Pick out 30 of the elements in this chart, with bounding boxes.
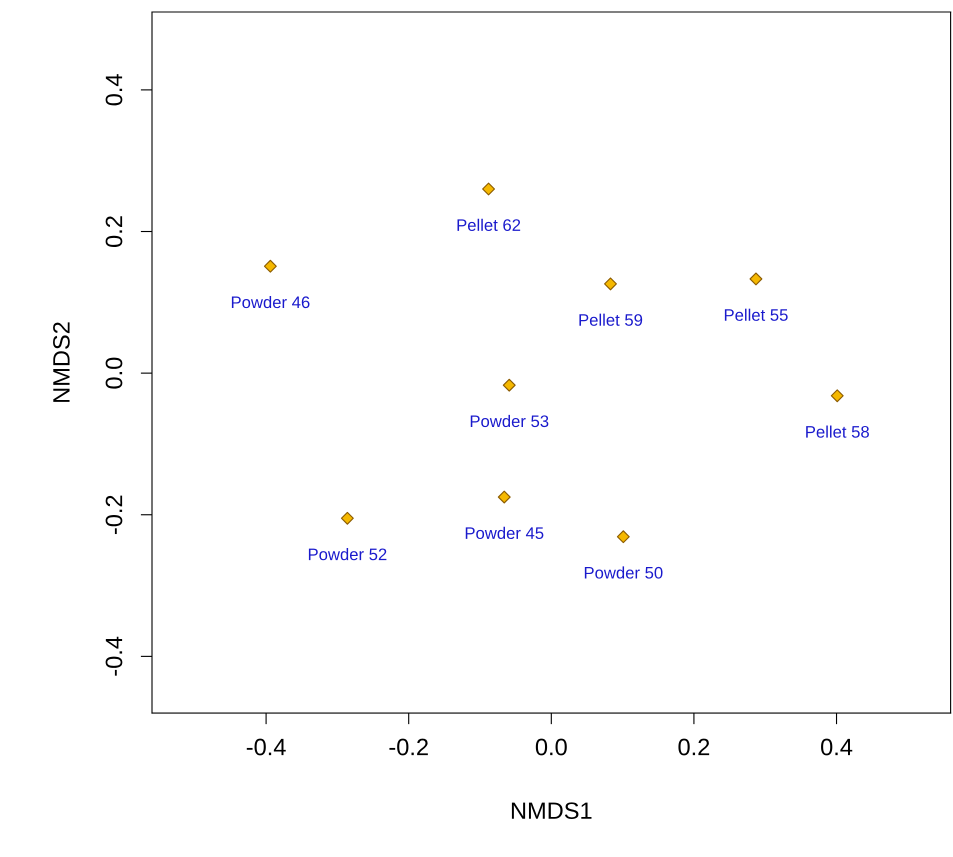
point <box>502 378 516 392</box>
x-tick-label: -0.4 <box>246 738 286 756</box>
annotation: Pellet 58 <box>806 426 869 438</box>
point <box>264 260 277 273</box>
x-tick-label: -0.2 <box>389 738 428 756</box>
annotation: Pellet 59 <box>579 314 642 326</box>
point <box>498 490 511 504</box>
annotation: Powder 50 <box>584 566 663 579</box>
annotation: Powder 45 <box>466 526 544 540</box>
y-tick-label: -0.4 <box>106 636 122 676</box>
x-tick-label: 0.2 <box>678 738 710 756</box>
x-axis-title: NMDS1 <box>512 802 592 820</box>
x-tick-label: 0.4 <box>821 738 852 756</box>
x-tick-label: 0.0 <box>536 738 567 756</box>
point <box>482 182 496 196</box>
point <box>616 530 630 544</box>
y-axis-title: NMDS2 <box>53 322 70 402</box>
annotation: Powder 52 <box>308 548 386 560</box>
annotation: Powder 53 <box>470 414 548 428</box>
annotation: Powder 46 <box>232 296 310 308</box>
point <box>604 277 617 290</box>
point <box>830 389 844 402</box>
annotation: Pellet 62 <box>458 218 520 231</box>
point <box>750 272 762 286</box>
point <box>340 512 354 525</box>
y-tick-label: 0.0 <box>106 358 122 389</box>
y-tick-label: 0.2 <box>106 216 122 247</box>
y-tick-label: -0.2 <box>106 496 122 534</box>
y-tick-label: 0.4 <box>106 74 122 106</box>
annotation: Pellet 55 <box>724 308 788 321</box>
